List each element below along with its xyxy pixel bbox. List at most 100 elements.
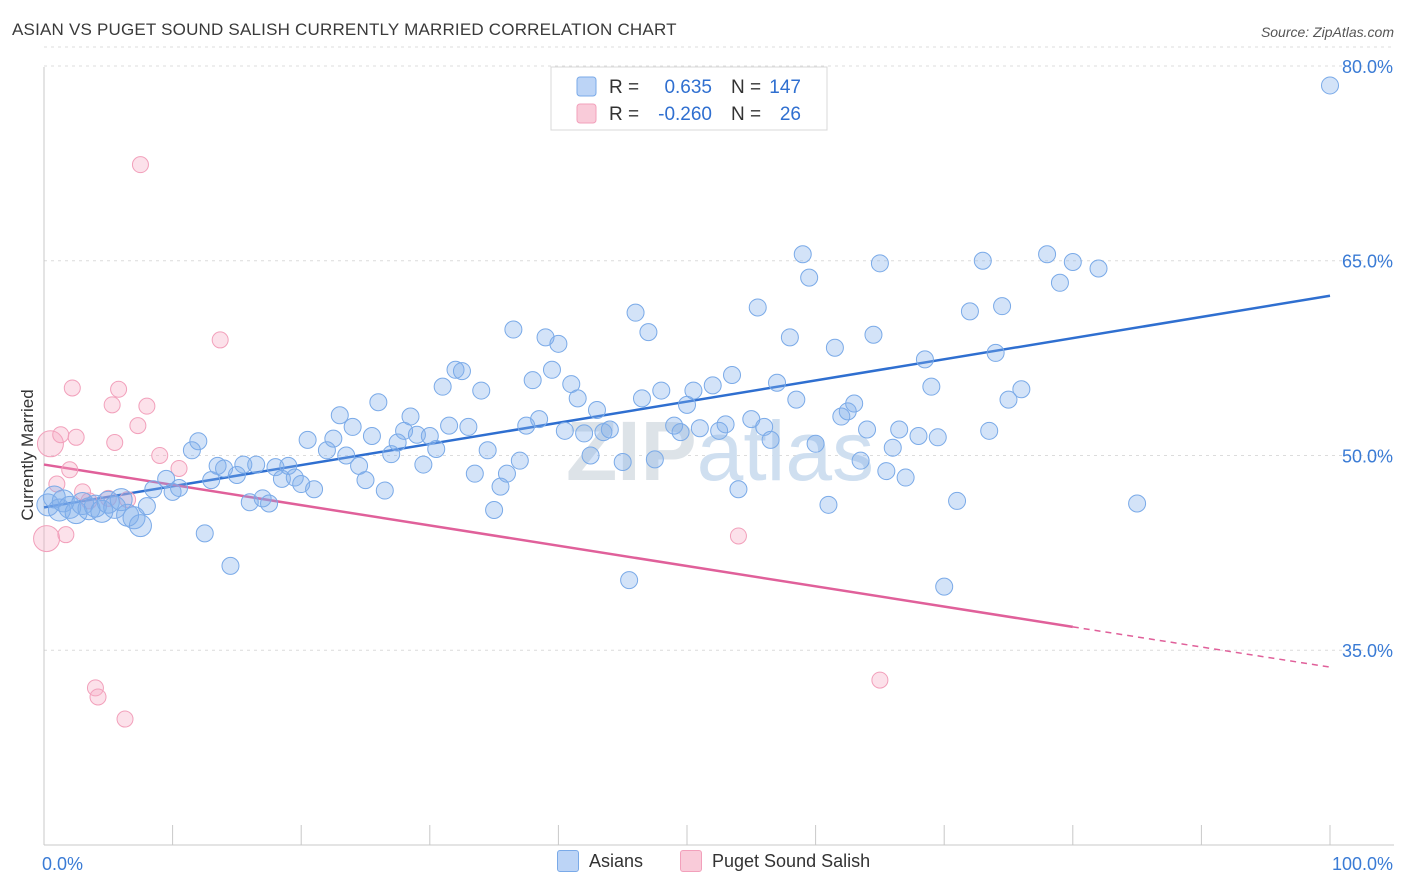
asian-point: [530, 410, 549, 429]
asian-point: [465, 464, 484, 483]
asian-point: [388, 433, 407, 452]
salish-point: [52, 426, 70, 444]
watermark-zip: ZIP: [566, 404, 697, 498]
salish-point: [89, 688, 107, 706]
x-tick-label-max: 100.0%: [1332, 854, 1393, 874]
salish-point: [67, 428, 85, 446]
legend-n-value-salish: 26: [780, 104, 801, 125]
asian-point: [401, 407, 420, 426]
asian-point: [1050, 273, 1069, 292]
salish-point: [33, 525, 61, 553]
legend-box: [550, 66, 828, 131]
axes: [43, 67, 1394, 846]
salish-point: [131, 156, 149, 174]
asian-point: [128, 514, 152, 538]
tick-labels: 35.0% 50.0% 65.0% 80.0% 0.0% 100.0%: [42, 57, 1393, 874]
asian-point: [825, 338, 844, 357]
legend-label-puget-sound-salish: Puget Sound Salish: [712, 850, 871, 871]
asian-point: [356, 471, 375, 490]
asian-point: [568, 389, 587, 408]
asian-point: [510, 451, 529, 470]
legend-top: R = 0.635 N = 147 R = -0.260 N = 26: [550, 66, 828, 131]
asian-point: [279, 456, 298, 475]
legend-item-puget-sound-salish[interactable]: Puget Sound Salish: [680, 850, 870, 872]
asian-point: [665, 416, 684, 435]
asian-point: [864, 325, 883, 344]
legend-r-label-salish: R =: [609, 104, 639, 125]
asian-point: [109, 488, 133, 512]
asian-point: [935, 577, 954, 596]
asian-point: [1063, 253, 1082, 272]
asian-point: [806, 434, 825, 453]
salish-point: [61, 461, 79, 479]
x-tick-label-min: 0.0%: [42, 854, 83, 874]
asian-point: [581, 446, 600, 465]
legend-bottom: Asians Puget Sound Salish: [0, 850, 1406, 880]
asian-point: [575, 424, 594, 443]
asian-point: [195, 524, 214, 543]
asian-point: [960, 302, 979, 321]
asian-point: [337, 446, 356, 465]
asian-point: [221, 556, 240, 575]
asian-point: [555, 421, 574, 440]
asian-point: [523, 371, 542, 390]
asian-point: [755, 417, 774, 436]
asian-point: [170, 478, 189, 497]
asian-point: [247, 455, 266, 474]
asian-point: [446, 360, 465, 379]
asian-point: [420, 427, 439, 446]
legend-swatch-asians: [557, 850, 579, 872]
asian-point: [227, 465, 246, 484]
salish-point: [110, 380, 128, 398]
asian-point: [234, 455, 253, 474]
asian-point: [144, 480, 163, 499]
asian-point: [1128, 494, 1147, 513]
asian-point: [890, 420, 909, 439]
y-tick-label: 50.0%: [1342, 446, 1393, 466]
asian-point: [343, 417, 362, 436]
asian-point: [639, 323, 658, 342]
asian-point: [1089, 259, 1108, 278]
salish-points: [33, 156, 889, 728]
salish-point: [57, 526, 75, 544]
asian-point: [748, 298, 767, 317]
asian-point: [632, 389, 651, 408]
asian-point: [137, 497, 156, 516]
asian-point: [723, 365, 742, 384]
asian-point: [1321, 76, 1339, 95]
asian-point: [542, 360, 561, 379]
asian-point: [716, 415, 735, 434]
asian-point: [883, 438, 902, 457]
asian-point: [375, 481, 394, 500]
asian-point: [459, 417, 478, 436]
salish-trend-extension: [1072, 626, 1331, 668]
chart-title: ASIAN VS PUGET SOUND SALISH CURRENTLY MA…: [12, 20, 677, 39]
asian-point: [491, 477, 510, 496]
asian-point: [298, 430, 317, 449]
asian-point: [948, 491, 967, 510]
asian-point: [690, 419, 709, 438]
asian-point: [407, 425, 426, 444]
asian-point: [845, 394, 864, 413]
asian-point: [362, 427, 381, 446]
asian-point: [122, 506, 146, 530]
asian-points: [36, 76, 1339, 596]
asian-point: [427, 439, 446, 458]
source-label: Source: ZipAtlas.com: [1260, 24, 1394, 40]
asian-trend-line: [43, 294, 1331, 509]
legend-r-value-salish: -0.260: [658, 104, 712, 125]
asian-point: [182, 441, 201, 460]
asian-point: [922, 377, 941, 396]
salish-point: [170, 459, 188, 477]
asian-point: [472, 381, 491, 400]
salish-point: [63, 379, 81, 397]
asian-point: [305, 480, 324, 499]
asian-point: [103, 495, 127, 519]
asian-point: [993, 297, 1012, 316]
asian-point: [787, 390, 806, 409]
asian-point: [710, 421, 729, 440]
asian-point: [433, 377, 452, 396]
asian-point: [915, 350, 934, 369]
legend-item-asians[interactable]: Asians: [557, 850, 643, 872]
